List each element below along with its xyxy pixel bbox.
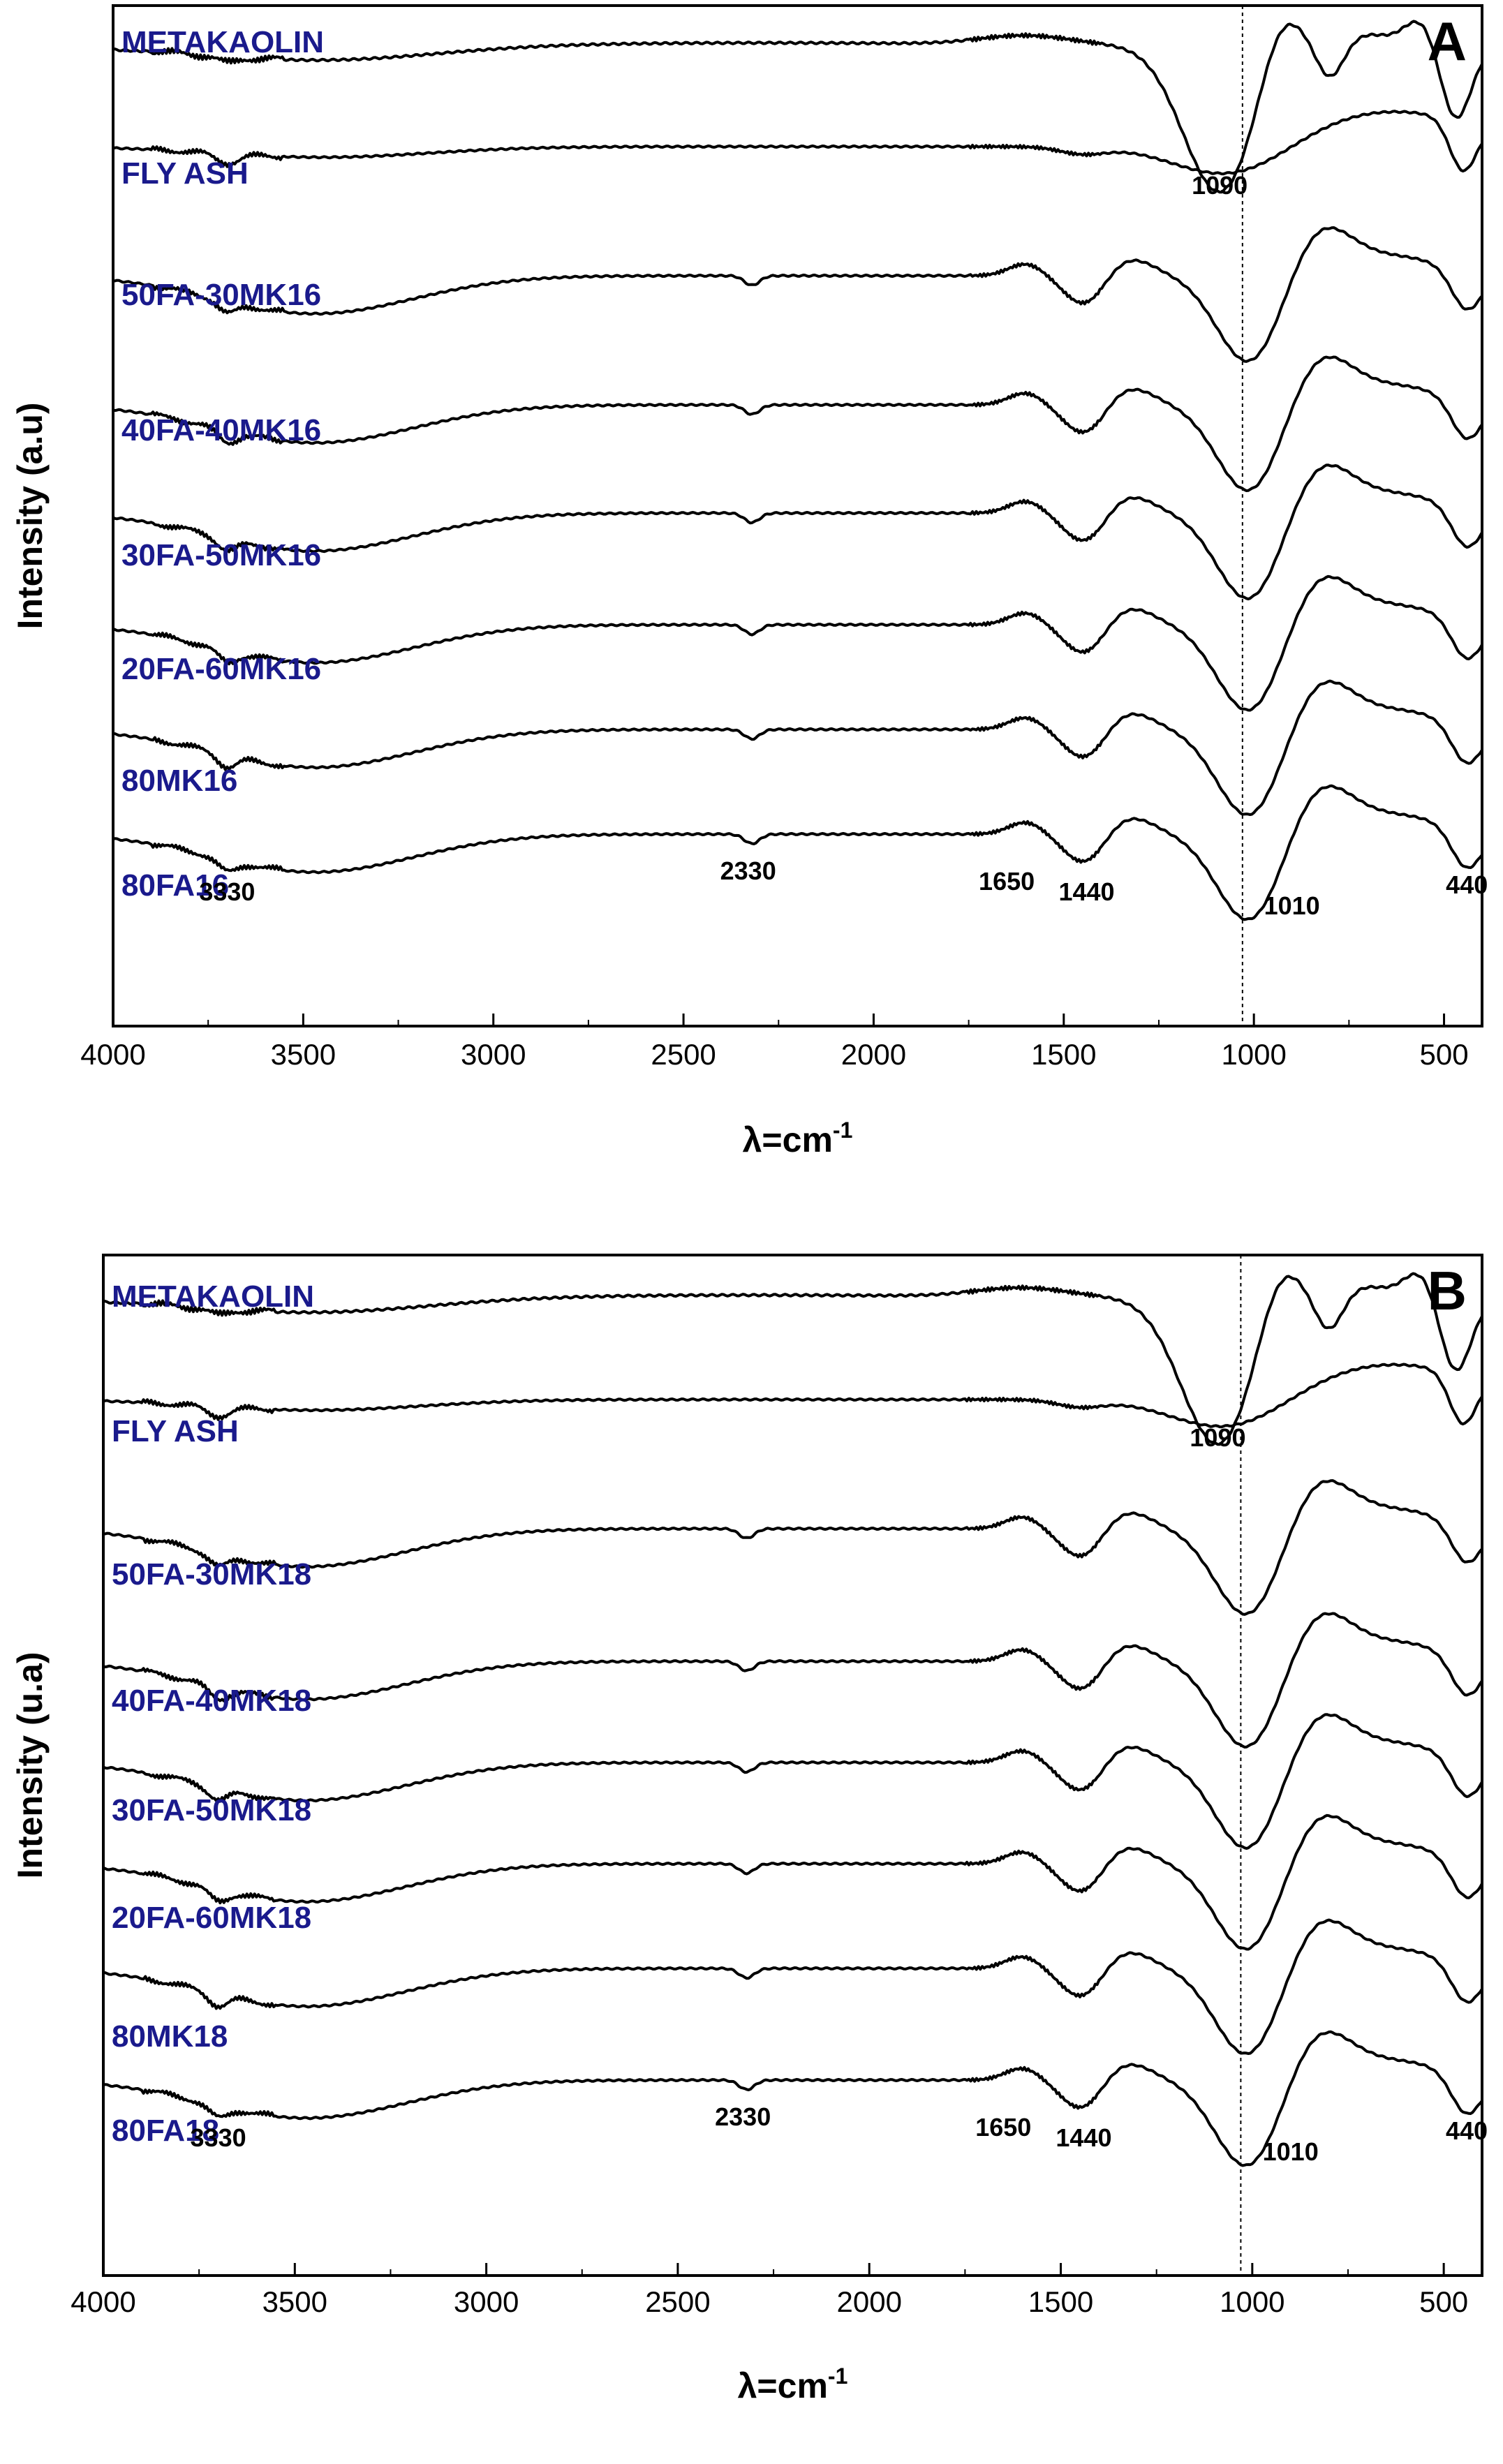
spectrum-line bbox=[113, 679, 1483, 816]
peak-label: 440 bbox=[1446, 870, 1488, 899]
spectrum-line bbox=[103, 1272, 1483, 1446]
series-label: 30FA-50MK16 bbox=[121, 538, 321, 572]
series-label: METAKAOLIN bbox=[121, 25, 324, 59]
peak-label: 1090 bbox=[1192, 171, 1247, 200]
series-label: 80MK16 bbox=[121, 764, 237, 798]
spectrum-line bbox=[112, 20, 1483, 194]
peak-label: 1090 bbox=[1190, 1423, 1245, 1452]
spectrum-line bbox=[103, 1918, 1483, 2055]
x-tick-label: 500 bbox=[1419, 2285, 1468, 2318]
series-label: 20FA-60MK16 bbox=[121, 652, 321, 686]
x-tick-label: 2500 bbox=[651, 1038, 716, 1071]
series-label: 80FA16 bbox=[121, 868, 229, 903]
x-tick-label: 1500 bbox=[1031, 1038, 1096, 1071]
series-label: 40FA-40MK16 bbox=[121, 413, 321, 447]
series-label: 50FA-30MK18 bbox=[112, 1557, 311, 1591]
peak-label: 1440 bbox=[1058, 877, 1114, 906]
spectrum-line bbox=[103, 1363, 1483, 1429]
series-label: 30FA-50MK18 bbox=[112, 1793, 311, 1827]
spectrum-line bbox=[112, 110, 1483, 176]
panel-a: 4000 3500 3000 2500 2000 1500 1000 500 λ=cm-1 Int… bbox=[10, 4, 1488, 1159]
spectrum-line bbox=[103, 1713, 1483, 1850]
panel-letter: B bbox=[1428, 1260, 1467, 1321]
series-label: FLY ASH bbox=[112, 1414, 239, 1448]
spectrum-line bbox=[112, 574, 1483, 712]
peak-label: 1650 bbox=[975, 2113, 1031, 2142]
peak-label: 1440 bbox=[1056, 2123, 1111, 2152]
spectrum-line bbox=[103, 1813, 1483, 1951]
spectrum-line bbox=[103, 1479, 1483, 1616]
x-tick-label: 3500 bbox=[271, 1038, 336, 1071]
x-tick-label: 4000 bbox=[71, 2285, 135, 2318]
spectrum-line bbox=[112, 463, 1483, 601]
spectrum-line bbox=[112, 226, 1483, 363]
spectrum-line bbox=[103, 2030, 1483, 2167]
peak-label: 1010 bbox=[1263, 2137, 1319, 2166]
panel-letter: A bbox=[1428, 10, 1467, 72]
x-axis-title: λ=cm-1 bbox=[738, 2363, 848, 2405]
peak-label: 3330 bbox=[191, 2123, 246, 2152]
x-tick-label: 4000 bbox=[80, 1038, 145, 1071]
x-tick-label: 3500 bbox=[262, 2285, 327, 2318]
plot-frame bbox=[112, 4, 1483, 1027]
x-tick-label: 2500 bbox=[645, 2285, 710, 2318]
y-axis-title: Intensity (u.a) bbox=[10, 1652, 50, 1878]
x-tick-label: 1000 bbox=[1221, 1038, 1286, 1071]
peak-label: 2330 bbox=[715, 2102, 771, 2131]
series-label: 80MK18 bbox=[112, 2019, 228, 2054]
series-label: 80FA18 bbox=[112, 2114, 219, 2148]
peak-label: 3330 bbox=[199, 877, 255, 906]
panel-b: 4000 3500 3000 2500 2000 1500 1000 500 λ=cm-1 Int… bbox=[10, 1254, 1488, 2405]
x-tick-label: 1500 bbox=[1028, 2285, 1093, 2318]
spectrum-line bbox=[112, 784, 1483, 921]
x-tick-label: 500 bbox=[1419, 1038, 1468, 1071]
x-tick-label: 2000 bbox=[837, 2285, 902, 2318]
x-tick-label: 3000 bbox=[461, 1038, 526, 1071]
x-tick-label: 2000 bbox=[841, 1038, 906, 1071]
peak-label: 1010 bbox=[1264, 891, 1320, 920]
series-label: 50FA-30MK16 bbox=[121, 278, 321, 312]
x-tick-label: 1000 bbox=[1220, 2285, 1284, 2318]
y-axis-title: Intensity (a.u) bbox=[10, 402, 50, 629]
peak-label: 440 bbox=[1446, 2116, 1488, 2145]
peak-label: 2330 bbox=[720, 856, 776, 885]
series-label: FLY ASH bbox=[121, 156, 249, 191]
spectrum-line bbox=[103, 1612, 1483, 1749]
peak-label: 1650 bbox=[979, 867, 1035, 896]
series-label: 40FA-40MK18 bbox=[112, 1684, 311, 1718]
spectrum-line bbox=[112, 355, 1483, 492]
x-tick-label: 3000 bbox=[454, 2285, 519, 2318]
x-axis-title: λ=cm-1 bbox=[743, 1118, 853, 1159]
series-label: 20FA-60MK18 bbox=[112, 1901, 311, 1935]
plot-frame bbox=[102, 1254, 1483, 2277]
series-label: METAKAOLIN bbox=[112, 1279, 314, 1314]
